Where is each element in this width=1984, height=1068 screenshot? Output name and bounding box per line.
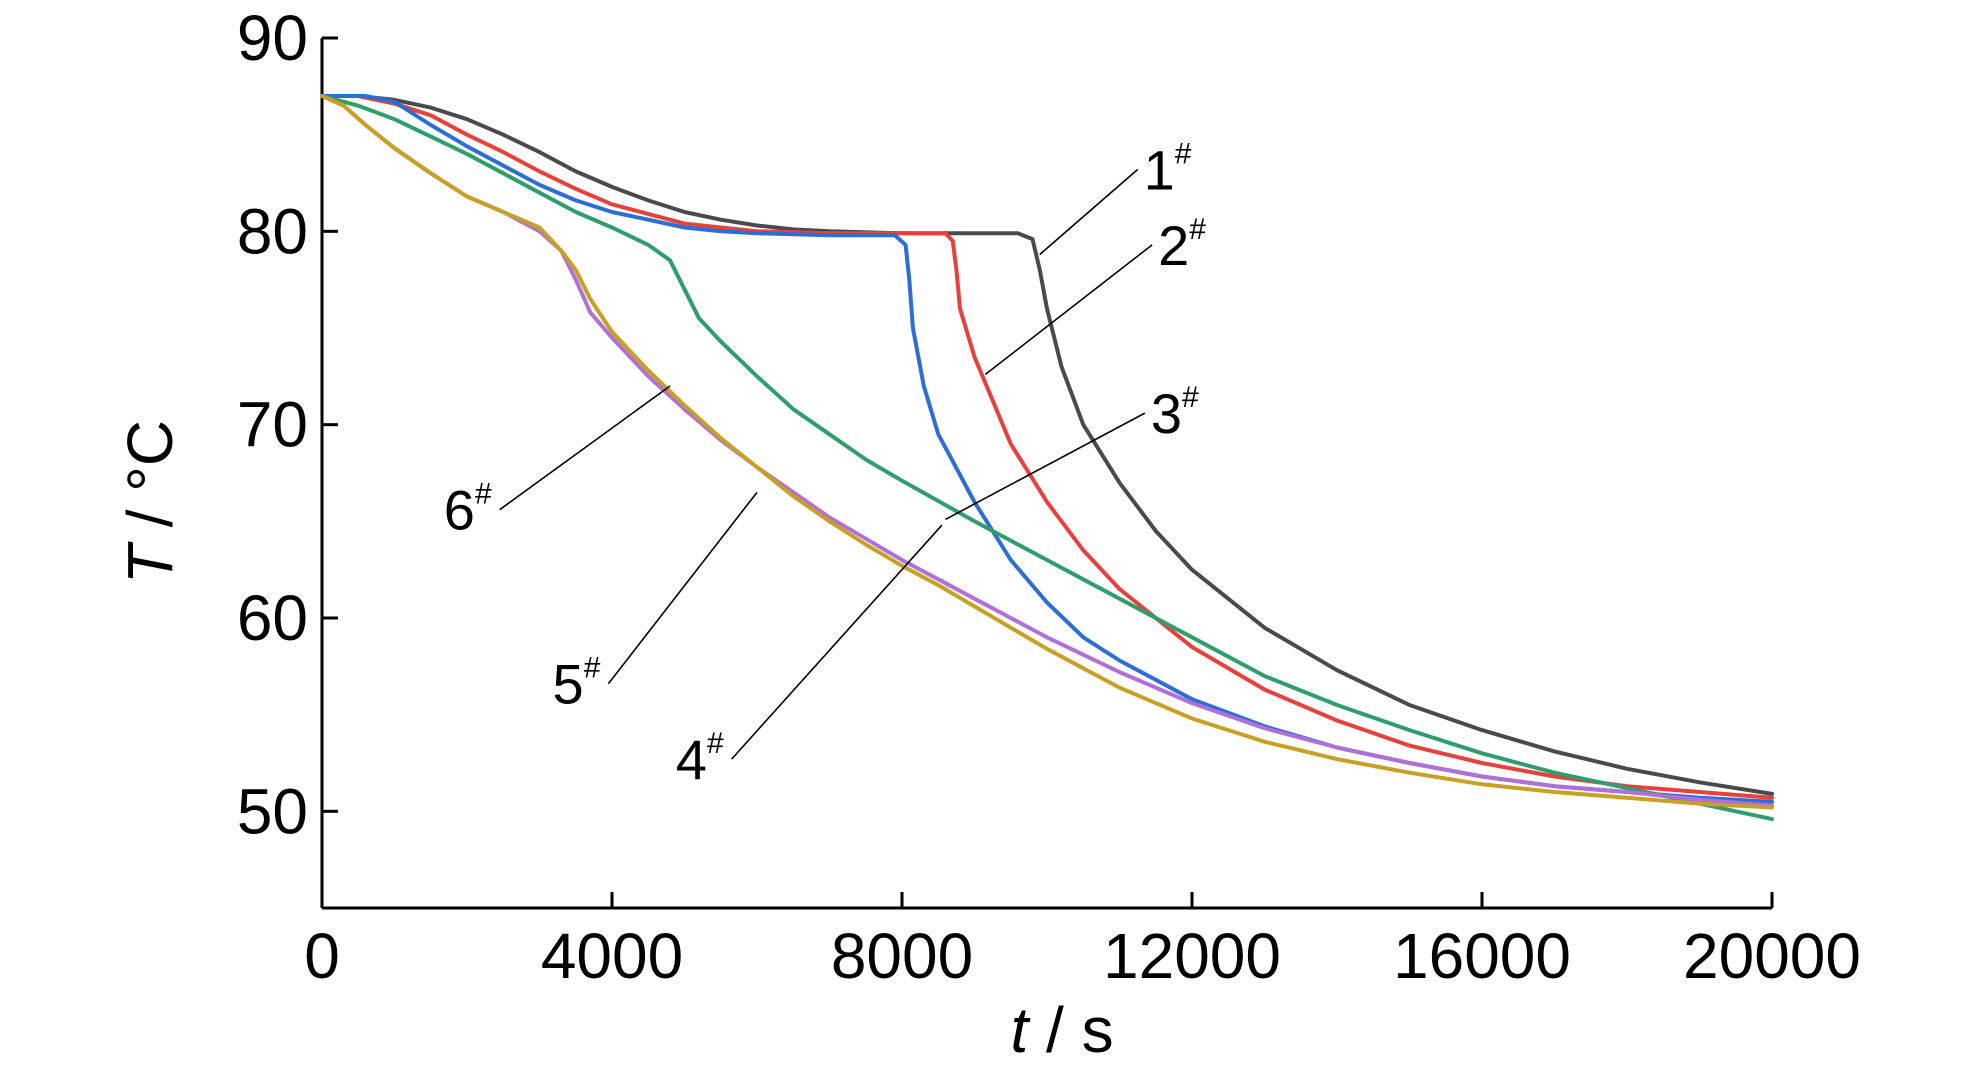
x-axis-variable: t (1010, 994, 1030, 1063)
series-line-1 (320, 94, 1774, 796)
curve-label-superscript: # (1175, 137, 1192, 170)
x-tick-label: 4000 (541, 920, 683, 992)
leader-line (731, 524, 943, 760)
curve-label-number: 1 (1144, 138, 1175, 201)
y-axis-separator: / (114, 492, 186, 545)
curve-label-number: 4 (676, 728, 707, 791)
x-tick-label: 16000 (1393, 920, 1571, 992)
curve-label-3: 3# (1151, 381, 1199, 445)
x-axis-label: t / s (1010, 994, 1113, 1063)
series-line-4 (320, 94, 1774, 822)
series-line-2 (320, 94, 1774, 800)
x-tick-label: 8000 (831, 920, 973, 992)
curve-label-superscript: # (475, 478, 492, 511)
curve-label-superscript: # (1182, 381, 1199, 414)
curve-label-5: 5# (553, 652, 601, 716)
y-axis-label: T / °C (114, 420, 186, 584)
y-axis-unit: °C (114, 420, 186, 492)
y-axis-variable: T (114, 541, 186, 584)
series-lines (320, 94, 1774, 822)
x-tick-label: 0 (304, 920, 340, 992)
curve-label-number: 2 (1158, 214, 1189, 277)
y-tick-label: 70 (237, 389, 308, 461)
y-tick-label: 90 (237, 2, 308, 74)
curve-label-4: 4# (676, 727, 724, 791)
leader-line (499, 385, 671, 511)
curve-label-superscript: # (1189, 213, 1206, 246)
x-axis-separator: / (1028, 994, 1081, 1063)
series-line-5 (320, 94, 1774, 808)
x-axis-unit: s (1082, 994, 1114, 1063)
curve-label-number: 5 (553, 653, 584, 716)
leader-line (1039, 168, 1139, 256)
curve-label-1: 1# (1144, 137, 1192, 201)
y-tick-label: 60 (237, 582, 308, 654)
leader-line (607, 491, 758, 685)
curve-label-2: 2# (1158, 213, 1206, 277)
leader-line (984, 244, 1153, 376)
x-tick-label: 12000 (1103, 920, 1281, 992)
curve-label-superscript: # (584, 652, 601, 685)
curve-label-number: 6 (444, 479, 475, 542)
curve-labels: 1#2#3#6#5#4# (444, 137, 1207, 791)
x-tick-label: 20000 (1683, 920, 1861, 992)
curve-label-number: 3 (1151, 382, 1182, 445)
leader-line (945, 412, 1146, 521)
y-tick-label: 50 (237, 775, 308, 847)
curve-label-superscript: # (707, 727, 724, 760)
axes: 0 4000 8000 12000 16000 20000 50 60 70 80 90 (237, 2, 1861, 992)
series-line-3 (320, 94, 1774, 804)
series-line-6 (320, 94, 1774, 810)
y-tick-label: 80 (237, 195, 308, 267)
curve-label-6: 6# (444, 478, 492, 542)
